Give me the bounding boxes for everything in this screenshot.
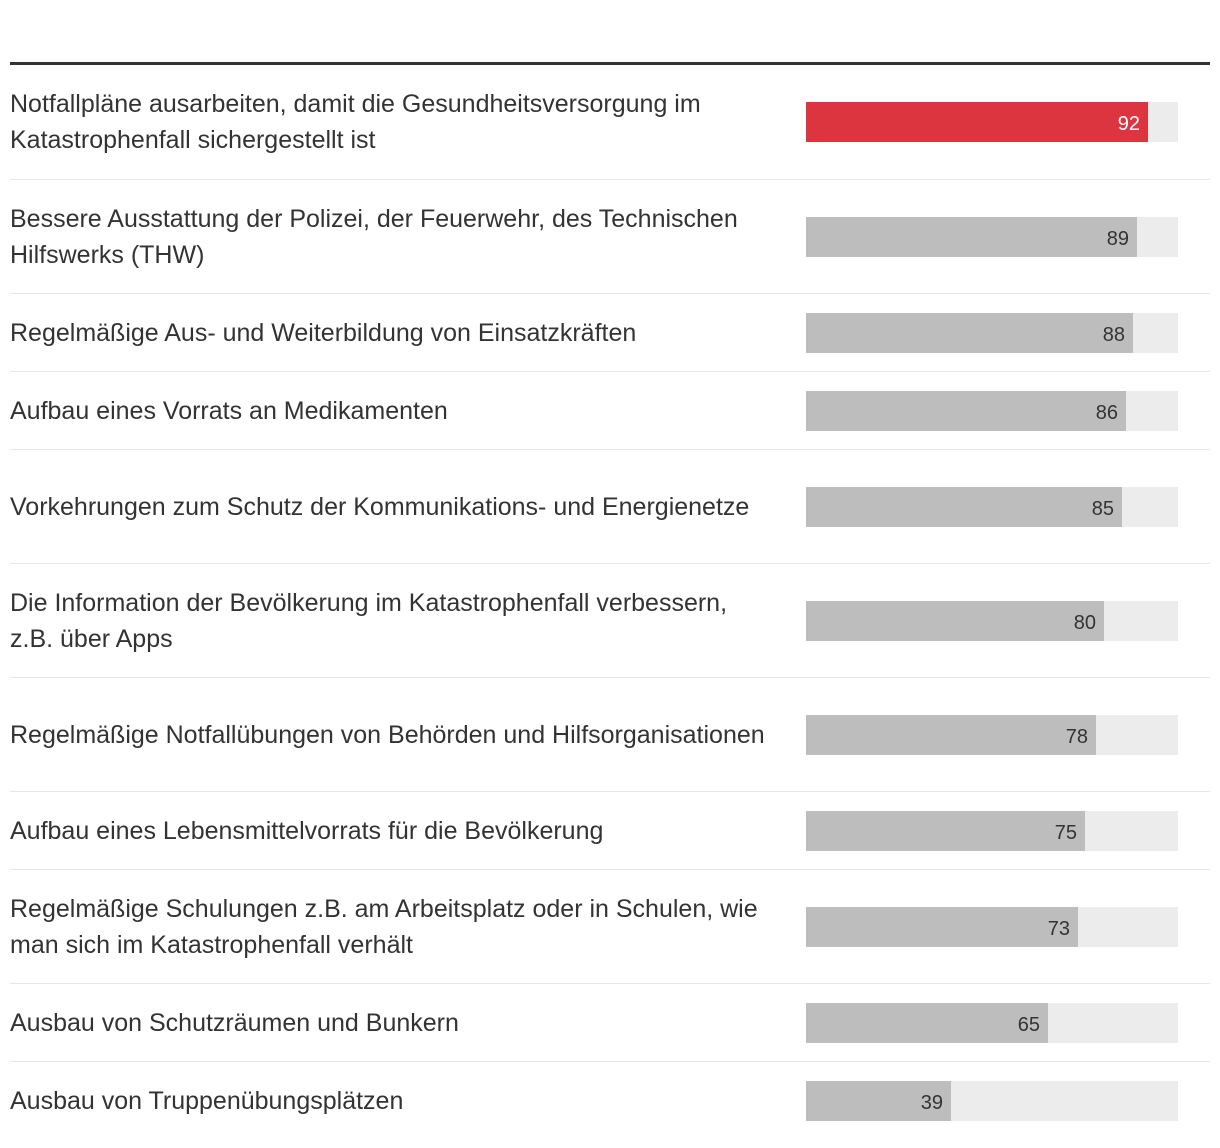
chart-row: Ausbau von Schutzräumen und Bunkern 65	[10, 984, 1210, 1062]
chart-row: Regelmäßige Aus- und Weiterbildung von E…	[10, 294, 1210, 372]
chart-row: Notfallpläne ausarbeiten, damit die Gesu…	[10, 65, 1210, 180]
bar-track: 86	[806, 390, 1178, 431]
chart-row: Regelmäßige Schulungen z.B. am Arbeitspl…	[10, 870, 1210, 984]
bar: 89	[806, 216, 1137, 257]
category-label: Bessere Ausstattung der Polizei, der Feu…	[10, 204, 738, 269]
data-label: 73	[1047, 917, 1070, 940]
chart-row: Bessere Ausstattung der Polizei, der Feu…	[10, 180, 1210, 294]
category-label: Aufbau eines Vorrats an Medikamenten	[10, 396, 448, 425]
category-label: Vorkehrungen zum Schutz der Kommunikatio…	[10, 492, 750, 521]
bar: 92	[806, 102, 1148, 142]
category-label: Regelmäßige Aus- und Weiterbildung von E…	[10, 318, 637, 347]
chart-row: Ausbau von Truppenübungsplätzen 39	[10, 1062, 1210, 1140]
data-label: 89	[1106, 227, 1129, 250]
data-label: 85	[1091, 497, 1114, 520]
category-label: Die Information der Bevölkerung im Katas…	[10, 588, 728, 653]
bar-track: 88	[806, 312, 1178, 353]
data-label: 75	[1054, 821, 1077, 844]
bar-track: 78	[806, 714, 1178, 755]
category-label: Regelmäßige Schulungen z.B. am Arbeitspl…	[10, 894, 758, 959]
bar-track: 73	[806, 906, 1178, 947]
data-label: 39	[920, 1092, 943, 1114]
bar-track: 92	[806, 102, 1178, 142]
bar: 78	[806, 714, 1096, 755]
category-label: Notfallpläne ausarbeiten, damit die Gesu…	[10, 90, 701, 154]
bar: 65	[806, 1002, 1048, 1043]
data-label: 88	[1102, 323, 1125, 346]
chart-row: Aufbau eines Vorrats an Medikamenten 86	[10, 372, 1210, 450]
category-label: Ausbau von Truppenübungsplätzen	[10, 1087, 404, 1115]
bar-track: 85	[806, 486, 1178, 527]
bar: 85	[806, 486, 1122, 527]
data-label: 86	[1095, 401, 1118, 424]
category-label: Regelmäßige Notfallübungen von Behörden …	[10, 720, 765, 749]
bar-track: 39	[806, 1081, 1178, 1121]
chart-row: Regelmäßige Notfallübungen von Behörden …	[10, 678, 1210, 792]
data-label: 65	[1017, 1013, 1040, 1036]
chart-row: Die Information der Bevölkerung im Katas…	[10, 564, 1210, 678]
top-rule	[10, 62, 1210, 65]
bar-track: 65	[806, 1002, 1178, 1043]
data-label: 92	[1117, 113, 1140, 135]
bar-track: 75	[806, 810, 1178, 851]
bar-track: 89	[806, 216, 1178, 257]
category-label: Ausbau von Schutzräumen und Bunkern	[10, 1008, 459, 1037]
data-label: 78	[1065, 725, 1088, 748]
bar: 80	[806, 600, 1104, 641]
chart-row: Aufbau eines Lebensmittelvorrats für die…	[10, 792, 1210, 870]
category-label: Aufbau eines Lebensmittelvorrats für die…	[10, 816, 604, 845]
data-label: 80	[1073, 611, 1096, 634]
chart-row: Vorkehrungen zum Schutz der Kommunikatio…	[10, 450, 1210, 564]
bar: 75	[806, 810, 1085, 851]
bar: 88	[806, 312, 1133, 353]
bar: 86	[806, 390, 1126, 431]
bar: 39	[806, 1081, 951, 1121]
bar-track: 80	[806, 600, 1178, 641]
bar: 73	[806, 906, 1078, 947]
